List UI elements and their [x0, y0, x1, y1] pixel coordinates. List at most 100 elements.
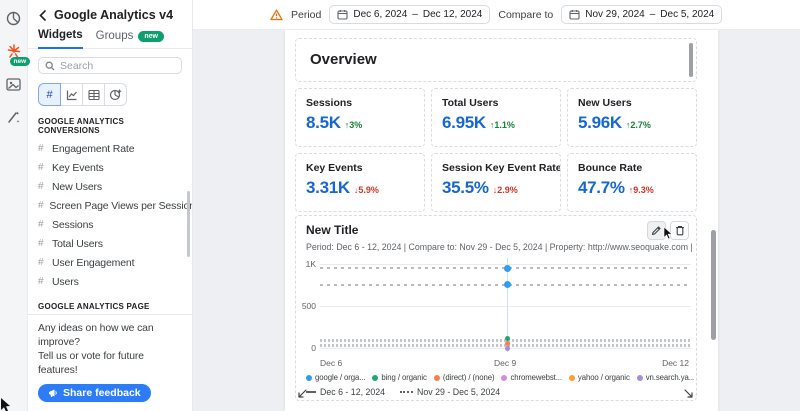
tab-groups[interactable]: Groups new: [96, 30, 164, 48]
legend-item-chromewebstore[interactable]: chromewebst...: [501, 373, 562, 382]
hash-icon: #: [38, 276, 44, 287]
resize-handle-bottom-right[interactable]: [683, 388, 694, 399]
widgets-sidebar: Google Analytics v4 Widgets Groups new #: [28, 0, 193, 411]
tab-groups-label: Groups: [95, 30, 134, 42]
hash-icon: #: [38, 200, 44, 211]
app-icon-rail: new: [0, 0, 31, 411]
calendar-icon: [337, 9, 348, 20]
page-scrollbar[interactable]: [711, 230, 716, 340]
metric-value: 47.7%: [578, 178, 625, 197]
period-date-range[interactable]: Dec 6, 2024 – Dec 12, 2024: [329, 5, 491, 24]
rail-item-reports[interactable]: [4, 8, 24, 28]
period-end: Dec 12, 2024: [422, 9, 483, 20]
data-point-google-previous[interactable]: [504, 281, 511, 288]
legend-dot: [636, 374, 643, 381]
legend-item-yahoo[interactable]: yahoo / organic: [568, 373, 630, 382]
x-tick-dec12: Dec 12: [662, 358, 689, 368]
widget-item-label: Total Users: [52, 237, 103, 250]
rail-item-widgets-active[interactable]: new: [4, 41, 31, 66]
metric-card-total-users[interactable]: Total Users 6.95K ↑1.1%: [431, 88, 561, 147]
search-input[interactable]: [60, 59, 175, 72]
filter-number-widgets[interactable]: #: [38, 83, 61, 106]
widget-item-engagement-rate[interactable]: # Engagement Rate: [38, 139, 182, 158]
metric-delta: ↑2.7%: [625, 120, 651, 130]
widget-item-label: Sessions: [52, 218, 94, 231]
line-chart-icon: [66, 89, 78, 101]
dashboard-page: Overview Sessions 8.5K ↑3% Total Users 6.…: [285, 30, 718, 411]
metric-card-new-users[interactable]: New Users 5.96K ↑2.7%: [567, 88, 697, 147]
x-tick-dec6: Dec 6: [320, 358, 343, 368]
widget-item-users[interactable]: # Users: [38, 272, 182, 291]
delete-widget-button[interactable]: [670, 221, 689, 240]
overview-scrollbar[interactable]: [689, 43, 693, 77]
hash-icon: #: [38, 238, 44, 249]
share-feedback-label: Share feedback: [63, 386, 141, 399]
metric-delta: ↑1.1%: [489, 120, 515, 130]
widget-item-user-engagement[interactable]: # User Engagement: [38, 253, 182, 272]
compare-start: Nov 29, 2024: [585, 9, 645, 20]
widget-item-screen-page-views[interactable]: # Screen Page Views per Session: [38, 196, 192, 215]
legend-item-bing[interactable]: bing / organic: [372, 373, 427, 382]
warning-icon: [270, 9, 283, 21]
data-point-direct[interactable]: [505, 341, 510, 346]
metric-value: 3.31K: [306, 178, 350, 197]
pencil-icon: [651, 225, 662, 236]
widget-list: GOOGLE ANALYTICS CONVERSIONS # Engagement…: [28, 106, 192, 314]
y-tick-500: 500: [301, 301, 316, 311]
x-tick-dec9: Dec 9: [494, 358, 517, 368]
filter-pie-chart-widgets[interactable]: [104, 83, 127, 106]
compare-date-range[interactable]: Nov 29, 2024 – Dec 5, 2024: [561, 5, 723, 24]
metric-delta: ↑9.3%: [628, 185, 654, 195]
metric-card-sessions[interactable]: Sessions 8.5K ↑3%: [295, 88, 425, 147]
metric-card-session-key-event-rate[interactable]: Session Key Event Rate 35.5% ↓2.9%: [431, 153, 561, 212]
widget-item-sessions[interactable]: # Sessions: [38, 215, 182, 234]
groups-new-badge: new: [138, 30, 164, 42]
share-feedback-button[interactable]: Share feedback: [38, 383, 151, 402]
rail-new-badge: new: [9, 56, 31, 66]
widget-item-key-events[interactable]: # Key Events: [38, 158, 182, 177]
dotted-line-marker-icon: [400, 391, 414, 393]
filter-table-widgets[interactable]: [82, 83, 105, 106]
metric-delta: ↓5.9%: [353, 185, 379, 195]
data-point-vn-search[interactable]: [505, 346, 510, 351]
megaphone-icon: [48, 388, 58, 398]
compare-label: Compare to: [498, 8, 554, 21]
cursor-pointer: [663, 227, 674, 240]
widget-item-new-users[interactable]: # New Users: [38, 177, 182, 196]
metric-label: Total Users: [442, 97, 499, 109]
feedback-line2: Tell us or vote for future features!: [38, 350, 144, 376]
legend-label: google / orga...: [315, 373, 366, 382]
overview-widget[interactable]: Overview: [295, 38, 697, 82]
legend-period-label: Nov 29 - Dec 5, 2024: [417, 387, 501, 397]
legend-item-google[interactable]: google / orga...: [306, 373, 366, 382]
widget-item-label: Engagement Rate: [52, 142, 135, 155]
sidebar-scrollbar[interactable]: [187, 191, 190, 257]
legend-item-direct[interactable]: (direct) / (none): [433, 373, 495, 382]
data-point-google-current[interactable]: [504, 265, 511, 272]
section-label-conversions: GOOGLE ANALYTICS CONVERSIONS: [38, 117, 125, 135]
metric-card-bounce-rate[interactable]: Bounce Rate 47.7% ↑9.3%: [567, 153, 697, 212]
widget-search[interactable]: [38, 57, 182, 74]
rail-item-tools[interactable]: [4, 107, 24, 127]
widget-item-label: Key Events: [52, 161, 104, 174]
overview-title: Overview: [310, 51, 377, 68]
cursor-arrow: [0, 398, 13, 411]
tab-widgets[interactable]: Widgets: [38, 29, 83, 49]
metric-value: 5.96K: [578, 113, 622, 132]
rail-item-media[interactable]: [4, 74, 24, 94]
tab-widgets-label: Widgets: [38, 29, 83, 41]
filter-line-chart-widgets[interactable]: [60, 83, 83, 106]
compare-separator: –: [649, 9, 656, 20]
solid-line-marker-icon: [306, 391, 316, 393]
back-icon[interactable]: [38, 9, 47, 21]
dashboard-canvas: Overview Sessions 8.5K ↑3% Total Users 6.…: [193, 30, 800, 411]
resize-handle-bottom-left[interactable]: [297, 388, 308, 399]
hash-icon: #: [38, 257, 44, 268]
metric-value: 8.5K: [306, 113, 341, 132]
widget-item-total-users[interactable]: # Total Users: [38, 234, 182, 253]
section-label-page: GOOGLE ANALYTICS PAGE: [38, 302, 150, 311]
metric-card-key-events[interactable]: Key Events 3.31K ↓5.9%: [295, 153, 425, 212]
data-point-bing[interactable]: [505, 336, 510, 341]
legend-item-vn-search[interactable]: vn.search.ya...: [636, 373, 694, 382]
chart-plot-area[interactable]: 1K 500 0: [302, 256, 691, 356]
